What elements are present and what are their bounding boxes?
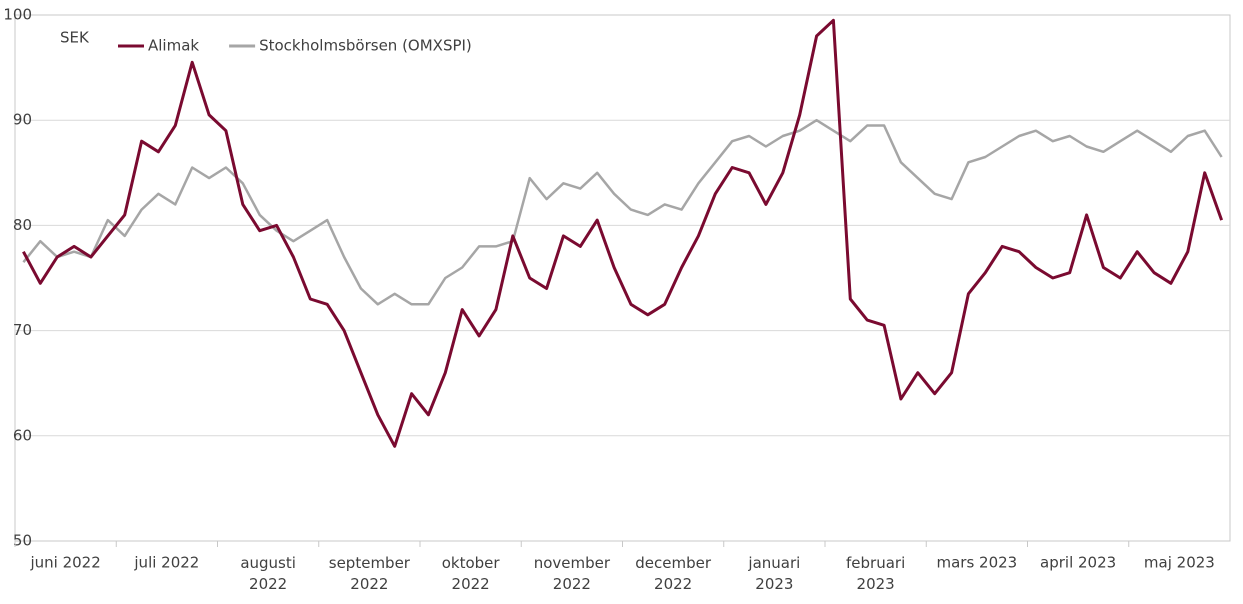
- y-unit: SEK: [60, 29, 90, 47]
- x-tick-label: mars 2023: [937, 554, 1018, 572]
- y-tick-label: 50: [13, 532, 32, 550]
- y-tick-label: 60: [13, 426, 32, 444]
- x-tick-label: juli 2022: [133, 554, 199, 572]
- x-tick-label: juni 2022: [29, 554, 100, 572]
- series-line: [22, 118, 1223, 306]
- x-tick-label: februari 2023: [846, 554, 905, 593]
- series-line: [22, 18, 1224, 448]
- plot-frame: [14, 14, 1231, 542]
- y-tick-label: 90: [13, 111, 32, 129]
- x-tick-label: april 2023: [1040, 554, 1116, 572]
- x-tick-label: januari 2023: [747, 554, 800, 593]
- y-tick-label: 100: [3, 6, 32, 24]
- x-tick-label: november 2022: [534, 554, 611, 593]
- x-tick-label: september 2022: [329, 554, 411, 593]
- legend-label: Alimak: [148, 37, 199, 55]
- y-tick-label: 70: [13, 321, 32, 339]
- x-tick-label: oktober 2022: [442, 554, 501, 593]
- x-tick-label: december 2022: [635, 554, 712, 593]
- x-tick-label: maj 2023: [1144, 554, 1215, 572]
- x-tick-label: augusti 2022: [240, 554, 296, 593]
- y-tick-label: 80: [13, 216, 32, 234]
- legend-label: Stockholmsbörsen (OMXSPI): [259, 37, 472, 55]
